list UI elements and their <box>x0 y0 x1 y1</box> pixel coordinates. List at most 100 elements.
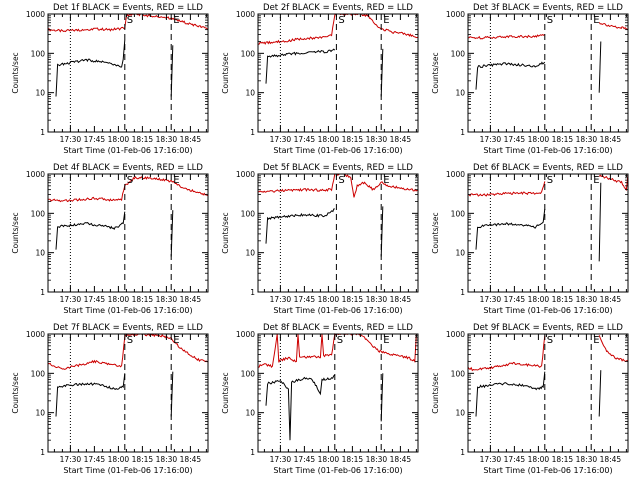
y-axis-label: Counts/sec <box>221 52 230 93</box>
events-series-segment <box>598 370 602 417</box>
x-axis-label: Start Time (01-Feb-06 17:16:00) <box>63 466 192 475</box>
marker-label: S <box>338 15 344 26</box>
plot-frame <box>47 173 209 293</box>
events-series-segment <box>475 61 546 90</box>
chart-panel-7: Det 7f BLACK = Events, RED = LLD Counts/s… <box>11 323 209 475</box>
x-tick-label: 17:30 <box>60 135 82 144</box>
chart-title: Det 7f BLACK = Events, RED = LLD <box>53 323 203 333</box>
x-axis-label: Start Time (01-Feb-06 17:16:00) <box>483 306 612 315</box>
y-tick-label: 1 <box>250 288 255 297</box>
x-tick-label: 18:15 <box>342 135 364 144</box>
marker-label: E <box>383 335 389 346</box>
y-tick-label: 10 <box>455 409 465 418</box>
marker-label: E <box>383 15 389 26</box>
y-tick-label: 100 <box>31 369 46 378</box>
x-tick-label: 18:45 <box>390 135 412 144</box>
events-series-segment <box>380 373 384 422</box>
y-tick-label: 10 <box>35 249 45 258</box>
y-tick-label: 10 <box>245 249 255 258</box>
lld-series-segment <box>468 33 546 40</box>
y-tick-label: 10 <box>245 89 255 98</box>
y-tick-label: 100 <box>451 209 466 218</box>
y-tick-label: 1000 <box>26 10 45 19</box>
y-axis-label: Counts/sec <box>221 212 230 253</box>
y-tick-label: 100 <box>31 209 46 218</box>
marker-label: E <box>593 335 599 346</box>
y-tick-label: 10 <box>455 249 465 258</box>
x-tick-label: 18:00 <box>318 135 340 144</box>
marker-label: S <box>547 335 553 346</box>
plot-frame <box>257 173 419 293</box>
plot-frame <box>47 333 209 453</box>
x-tick-label: 18:45 <box>180 135 202 144</box>
x-axis-label: Start Time (01-Feb-06 17:16:00) <box>483 146 612 155</box>
x-tick-label: 17:45 <box>294 455 316 464</box>
y-tick-label: 10 <box>455 89 465 98</box>
x-tick-label: 17:30 <box>480 455 502 464</box>
x-tick-label: 17:30 <box>60 455 82 464</box>
plot-frame <box>467 173 629 293</box>
y-tick-label: 100 <box>31 49 46 58</box>
events-series-segment <box>475 208 546 250</box>
x-tick-label: 18:30 <box>576 135 598 144</box>
chart-panel-5: Det 5f BLACK = Events, RED = LLD Counts/s… <box>221 163 419 315</box>
y-tick-label: 1 <box>250 128 255 137</box>
x-tick-label: 17:45 <box>504 455 526 464</box>
y-tick-label: 100 <box>241 369 256 378</box>
chart-title: Det 3f BLACK = Events, RED = LLD <box>473 3 623 13</box>
x-tick-label: 17:45 <box>504 295 526 304</box>
y-axis-label: Counts/sec <box>11 52 20 93</box>
lld-series-segment <box>47 13 209 33</box>
x-tick-label: 18:45 <box>390 455 412 464</box>
x-tick-label: 18:15 <box>552 295 574 304</box>
y-tick-label: 1 <box>40 288 45 297</box>
x-tick-label: 18:00 <box>108 295 130 304</box>
x-axis-label: Start Time (01-Feb-06 17:16:00) <box>63 306 192 315</box>
chart-title: Det 4f BLACK = Events, RED = LLD <box>53 163 203 173</box>
events-series-segment <box>265 374 336 441</box>
x-tick-label: 18:00 <box>108 135 130 144</box>
x-tick-label: 18:15 <box>342 455 364 464</box>
chart-title: Det 5f BLACK = Events, RED = LLD <box>263 163 413 173</box>
chart-title: Det 8f BLACK = Events, RED = LLD <box>263 323 413 333</box>
x-tick-label: 18:15 <box>342 295 364 304</box>
x-axis-label: Start Time (01-Feb-06 17:16:00) <box>273 306 402 315</box>
x-tick-label: 18:00 <box>108 455 130 464</box>
lld-series-segment <box>598 22 629 31</box>
y-tick-label: 1 <box>40 448 45 457</box>
y-tick-label: 100 <box>451 369 466 378</box>
x-axis-label: Start Time (01-Feb-06 17:16:00) <box>63 146 192 155</box>
events-series-segment <box>598 41 602 93</box>
x-tick-label: 17:30 <box>480 295 502 304</box>
x-tick-label: 18:15 <box>132 455 154 464</box>
chart-title: Det 2f BLACK = Events, RED = LLD <box>263 3 413 13</box>
plot-frame <box>467 333 629 453</box>
plot-frame <box>467 13 629 133</box>
marker-label: E <box>173 335 179 346</box>
y-tick-label: 1000 <box>446 170 465 179</box>
events-series-segment <box>55 211 126 250</box>
marker-label: S <box>547 175 553 186</box>
x-tick-label: 18:30 <box>366 455 388 464</box>
x-tick-label: 17:45 <box>504 135 526 144</box>
y-tick-label: 1000 <box>26 170 45 179</box>
chart-panel-8: Det 8f BLACK = Events, RED = LLD Counts/s… <box>221 323 419 475</box>
lld-series-segment <box>47 333 209 370</box>
x-tick-label: 18:45 <box>180 295 202 304</box>
x-tick-label: 17:30 <box>270 455 292 464</box>
plot-frame <box>257 13 419 133</box>
lld-series-segment <box>257 173 419 198</box>
marker-label: S <box>547 15 553 26</box>
lld-series-segment <box>467 181 546 197</box>
events-series-segment <box>55 39 126 97</box>
x-tick-label: 17:45 <box>84 455 106 464</box>
x-tick-label: 18:30 <box>576 295 598 304</box>
x-tick-label: 18:30 <box>366 295 388 304</box>
plot-frame <box>47 13 209 133</box>
x-tick-label: 17:30 <box>60 295 82 304</box>
y-axis-label: Counts/sec <box>431 372 440 413</box>
x-tick-label: 17:45 <box>294 135 316 144</box>
chart-panel-4: Det 4f BLACK = Events, RED = LLD Counts/s… <box>11 163 209 315</box>
x-tick-label: 18:30 <box>156 455 178 464</box>
x-tick-label: 17:45 <box>84 295 106 304</box>
